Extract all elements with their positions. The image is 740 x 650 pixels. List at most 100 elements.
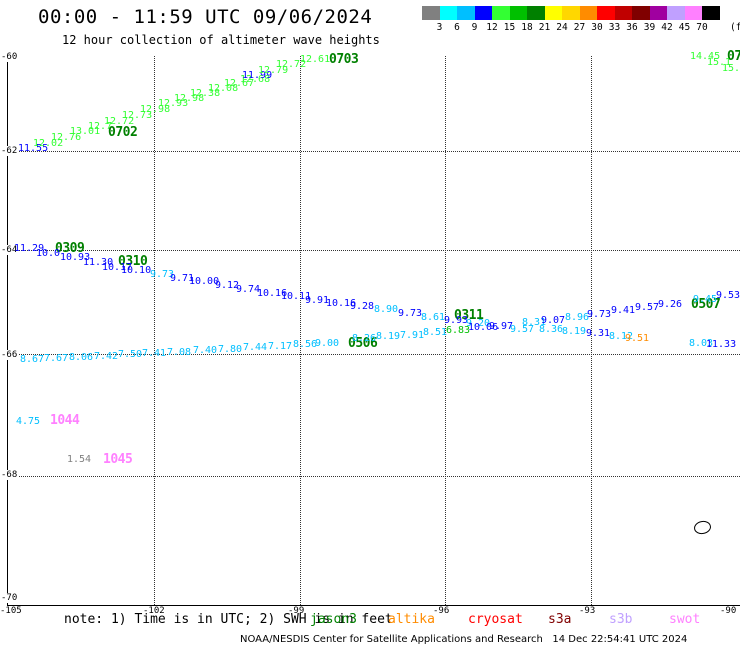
- swh-value: 9.12: [215, 280, 240, 291]
- colorbar-label: 70: [696, 22, 708, 33]
- colorbar-label: 45: [678, 22, 691, 33]
- legend-s3b: s3b: [609, 612, 633, 627]
- swh-value: 8.12: [609, 331, 634, 342]
- swh-value: 10.93: [60, 252, 91, 263]
- swh-value: 8.51: [423, 327, 448, 338]
- swh-value: 7.17: [268, 341, 293, 352]
- colorbar-label: 33: [608, 22, 621, 33]
- track-id-0702: 0702: [108, 125, 138, 140]
- colorbar-label: 39: [643, 22, 656, 33]
- swh-value: 8.31: [522, 317, 547, 328]
- swh-value: 9.73: [150, 269, 175, 280]
- gridline-lat: [8, 476, 740, 477]
- colorbar-swatch: [439, 6, 457, 20]
- track-id-0309: 0309: [55, 241, 85, 256]
- swh-value: 12.67: [224, 78, 255, 89]
- colorbar-label: 15: [503, 22, 516, 33]
- swh-value: 8.06: [69, 352, 94, 363]
- swh-value: 10.16: [257, 288, 288, 299]
- swh-value: 15.2: [722, 63, 740, 74]
- swh-value: 10.16: [326, 298, 357, 309]
- swh-value: 12.98: [140, 104, 171, 115]
- colorbar-label: 30: [591, 22, 603, 33]
- gridline-lat: [8, 151, 740, 152]
- swh-value: 8.56: [293, 339, 318, 350]
- colorbar-label: 24: [556, 22, 568, 33]
- colorbar-swatch: [614, 6, 632, 20]
- swh-value: 8.96: [565, 312, 590, 323]
- legend-swot: swot: [669, 612, 701, 627]
- colorbar-swatch: [457, 6, 475, 20]
- colorbar-label: 12: [486, 22, 498, 33]
- gridline-lon: [300, 56, 301, 605]
- swh-value: 6.83: [446, 325, 471, 336]
- swh-value: 12.93: [158, 98, 189, 109]
- swh-value: 12.38: [190, 88, 221, 99]
- colorbar-swatch: [527, 6, 545, 20]
- swh-value: 9.00: [315, 338, 340, 349]
- colorbar-unit: (ft): [730, 22, 740, 33]
- swh-value: 8.67: [20, 354, 45, 365]
- colorbar-swatch: [474, 6, 492, 20]
- track-id-0704: 0704: [727, 49, 740, 64]
- swh-value: 9.26: [658, 299, 683, 310]
- colorbar-swatch: [579, 6, 597, 20]
- track-id-0507: 0507: [691, 297, 721, 312]
- colorbar: [422, 6, 720, 20]
- swh-value: 12.7: [88, 121, 113, 132]
- colorbar-swatch: [562, 6, 580, 20]
- swh-value: 9.20: [466, 318, 491, 329]
- swh-value: 4.75: [16, 416, 41, 427]
- swh-value: 15.1: [707, 57, 732, 68]
- swh-value: 8.03: [689, 338, 714, 349]
- gridline-lon: [445, 56, 446, 605]
- colorbar-swatch: [597, 6, 615, 20]
- swh-value: 11.29: [14, 243, 45, 254]
- swh-value: 12.76: [51, 132, 82, 143]
- swh-value: 1.54: [67, 454, 92, 465]
- swh-value: 14.45: [690, 51, 721, 62]
- swh-value: 11.33: [706, 339, 737, 350]
- swh-value: 10.06: [468, 322, 499, 333]
- colorbar-label: 21: [538, 22, 551, 33]
- swh-value: 8.36: [539, 324, 564, 335]
- swh-value: 9.74: [236, 284, 261, 295]
- lat-label: -66: [0, 350, 19, 360]
- swh-value: 9.57: [510, 324, 535, 335]
- lon-label: -93: [579, 606, 596, 616]
- lon-label: -102: [143, 606, 165, 616]
- track-id-0311: 0311: [454, 308, 484, 323]
- swh-value: 7.50: [118, 349, 143, 360]
- map-subtitle: 12 hour collection of altimeter wave hei…: [62, 33, 380, 47]
- lon-label: -96: [433, 606, 450, 616]
- swh-value: 7.40: [193, 345, 218, 356]
- swh-value: 9.51: [625, 333, 650, 344]
- colorbar-label: 9: [471, 22, 478, 33]
- swh-value: 10.17: [102, 262, 133, 273]
- footer-credit: NOAA/NESDIS Center for Satellite Applica…: [240, 634, 688, 645]
- lat-label: -68: [0, 470, 19, 480]
- track-id-0506: 0506: [348, 336, 378, 351]
- gridline-lon: [154, 56, 155, 605]
- colorbar-swatch: [509, 6, 527, 20]
- lon-label: -99: [288, 606, 305, 616]
- map-title: 00:00 - 11:59 UTC 09/06/2024: [38, 6, 373, 28]
- colorbar-swatch: [544, 6, 562, 20]
- swh-value: 9.53: [716, 290, 740, 301]
- track-id-1044: 1044: [50, 413, 80, 428]
- lat-label: -70: [0, 593, 19, 603]
- swh-value: 9.73: [398, 308, 423, 319]
- colorbar-label: 42: [661, 22, 673, 33]
- swh-value: 12.73: [122, 110, 153, 121]
- legend-cryosat: cryosat: [468, 612, 523, 627]
- swh-value: 9.41: [611, 305, 636, 316]
- swh-value: 12.02: [33, 138, 64, 149]
- swh-value: 12.79: [258, 65, 289, 76]
- colorbar-swatch: [422, 6, 440, 20]
- swh-value: 10.10: [121, 265, 152, 276]
- swh-value: 7.44: [243, 342, 268, 353]
- swh-value: 8.26: [352, 333, 377, 344]
- colorbar-swatch: [492, 6, 510, 20]
- swh-value: 12.98: [174, 93, 205, 104]
